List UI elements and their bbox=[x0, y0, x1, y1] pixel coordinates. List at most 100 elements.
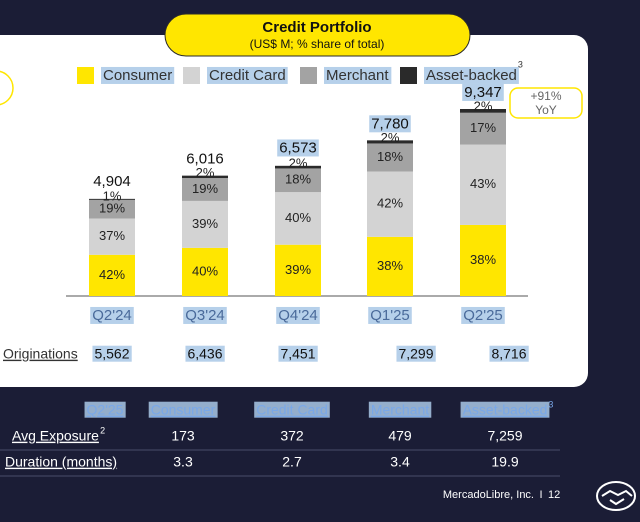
bar-segment bbox=[89, 198, 135, 200]
table-row-label: Duration (months) bbox=[5, 454, 117, 470]
originations-value: 6,436 bbox=[187, 346, 222, 362]
annotation: YoY bbox=[535, 103, 557, 117]
legend-label: Credit Card bbox=[209, 67, 286, 84]
x-tick-label: Q2'25 bbox=[463, 307, 503, 324]
total-label: 6,016 bbox=[186, 151, 224, 168]
legend-swatch bbox=[400, 67, 417, 84]
highlight bbox=[462, 83, 504, 101]
total-label: 4,904 bbox=[93, 173, 131, 190]
highlight bbox=[368, 401, 432, 418]
bar-segment bbox=[275, 192, 321, 245]
x-tick-label: Q3'24 bbox=[185, 307, 225, 324]
bar-segment bbox=[275, 168, 321, 193]
footer-separator: I bbox=[539, 489, 542, 501]
highlight bbox=[207, 66, 288, 84]
bar-segment bbox=[367, 140, 413, 144]
footer-company: MercadoLibre, Inc. bbox=[443, 489, 534, 501]
bar-segment bbox=[460, 224, 506, 296]
bar-segment bbox=[275, 165, 321, 169]
table-header: Asset-backed bbox=[463, 402, 548, 418]
legend-swatch bbox=[183, 67, 200, 84]
bar-segment bbox=[182, 247, 228, 296]
segment-label: 39% bbox=[192, 216, 218, 231]
table-cell: 3.3 bbox=[173, 454, 193, 470]
bar-segment bbox=[89, 254, 135, 296]
table-cell: 372 bbox=[280, 428, 304, 444]
bar-segment bbox=[182, 175, 228, 179]
originations-value: 7,451 bbox=[280, 346, 315, 362]
table-cell: 173 bbox=[171, 428, 195, 444]
highlight bbox=[254, 401, 330, 418]
highlight bbox=[368, 306, 412, 324]
segment-label: 19% bbox=[192, 181, 218, 196]
segment-label: 19% bbox=[99, 201, 125, 216]
table-cell: 3.4 bbox=[390, 454, 410, 470]
segment-label: 40% bbox=[192, 263, 218, 278]
legend-swatch bbox=[77, 67, 94, 84]
highlight bbox=[424, 66, 519, 84]
bar-segment bbox=[182, 178, 228, 201]
logo bbox=[596, 481, 636, 511]
legend-label: Asset-backed bbox=[426, 67, 517, 84]
table-header: Q2'25 bbox=[87, 402, 124, 418]
segment-label: 38% bbox=[470, 252, 496, 267]
legend-label: Consumer bbox=[103, 67, 172, 84]
highlight bbox=[185, 345, 225, 362]
bar-segment bbox=[89, 199, 135, 219]
highlight bbox=[396, 345, 436, 362]
table-cell: 2.7 bbox=[282, 454, 302, 470]
highlight bbox=[276, 306, 320, 324]
segment-label: 2% bbox=[474, 98, 493, 113]
segment-label: 1% bbox=[103, 188, 122, 203]
segment-label: 2% bbox=[196, 165, 215, 180]
segment-label: 43% bbox=[470, 176, 496, 191]
highlight bbox=[324, 66, 392, 84]
table-cell: 479 bbox=[388, 428, 412, 444]
table-header-note: 3 bbox=[548, 399, 553, 409]
legend-label: Merchant bbox=[326, 67, 389, 84]
highlight bbox=[101, 66, 175, 84]
total-label: 7,780 bbox=[371, 115, 409, 132]
segment-label: 2% bbox=[289, 155, 308, 170]
annotation-box bbox=[509, 87, 583, 119]
segment-label: 40% bbox=[285, 210, 311, 225]
highlight bbox=[90, 306, 134, 324]
highlight bbox=[84, 401, 126, 418]
annotation: +91% bbox=[530, 89, 561, 103]
decoration bbox=[0, 70, 14, 106]
originations-value: 8,716 bbox=[491, 346, 526, 362]
highlight bbox=[460, 401, 550, 418]
bar-segment bbox=[460, 112, 506, 145]
x-tick-label: Q1'25 bbox=[370, 307, 410, 324]
segment-label: 39% bbox=[285, 262, 311, 277]
table-header: Merchant bbox=[371, 402, 429, 418]
segment-label: 2% bbox=[381, 130, 400, 145]
table-header: Credit Card bbox=[256, 402, 328, 418]
table-row-label: Avg Exposure bbox=[12, 428, 99, 444]
highlight bbox=[92, 345, 132, 362]
highlight bbox=[277, 139, 319, 157]
originations-label: Originations bbox=[3, 346, 78, 362]
bar-segment bbox=[182, 200, 228, 248]
bar-segment bbox=[275, 244, 321, 296]
legend-swatch bbox=[300, 67, 317, 84]
bar-segment bbox=[367, 143, 413, 172]
chart-title: Credit Portfolio bbox=[262, 19, 371, 36]
bar-segment bbox=[460, 109, 506, 113]
table-cell: 7,259 bbox=[487, 428, 522, 444]
x-tick-label: Q4'24 bbox=[278, 307, 318, 324]
footer-page: 12 bbox=[548, 489, 560, 501]
chart-subtitle: (US$ M; % share of total) bbox=[250, 37, 385, 51]
bar-segment bbox=[367, 236, 413, 296]
highlight bbox=[183, 306, 227, 324]
x-tick-label: Q2'24 bbox=[92, 307, 132, 324]
highlight bbox=[148, 401, 218, 418]
bar-segment bbox=[367, 171, 413, 237]
highlight bbox=[461, 306, 505, 324]
segment-label: 37% bbox=[99, 228, 125, 243]
title-pill bbox=[164, 13, 471, 57]
segment-label: 18% bbox=[377, 149, 403, 164]
highlight bbox=[278, 345, 318, 362]
table-cell: 19.9 bbox=[491, 454, 518, 470]
